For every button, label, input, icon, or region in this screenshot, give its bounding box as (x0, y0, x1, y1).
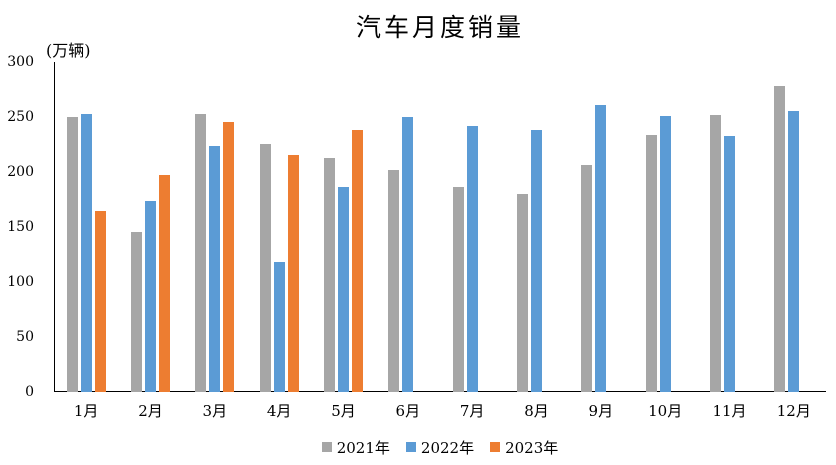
bar-2021年-11月 (709, 115, 721, 392)
bar-2021年-5月 (323, 158, 335, 392)
bar-2022年-9月 (595, 105, 607, 392)
x-axis-label-7月: 7月 (459, 402, 485, 420)
bar-2021年-6月 (388, 170, 400, 392)
x-axis-label-10月: 10月 (648, 402, 683, 420)
bar-2023年-1月 (94, 211, 106, 392)
y-tick-label-100: 100 (7, 274, 34, 290)
bar-2022年-10月 (659, 116, 671, 392)
bar-2021年-2月 (130, 232, 142, 392)
bar-2022年-4月 (273, 262, 285, 392)
x-axis-label-6月: 6月 (395, 402, 421, 420)
legend-label: 2021年 (336, 438, 390, 457)
bar-2022年-12月 (788, 111, 800, 392)
legend-item-2022年: 2022年 (405, 437, 475, 458)
bar-group-2月 (118, 62, 182, 392)
bar-group-9月 (569, 62, 633, 392)
plot-area (54, 62, 826, 392)
x-axis-label-2月: 2月 (138, 402, 163, 420)
bar-group-6月 (376, 62, 440, 392)
y-tick-label-250: 250 (7, 109, 34, 125)
bar-group-3月 (183, 62, 247, 392)
bar-2021年-8月 (516, 194, 528, 392)
legend-swatch-icon (321, 442, 332, 452)
bar-2021年-12月 (774, 86, 786, 392)
bar-2022年-8月 (530, 130, 542, 392)
legend-label: 2022年 (420, 438, 475, 457)
chart-title: 汽车月度销量 (355, 13, 524, 42)
legend-label: 2023年 (505, 438, 559, 457)
x-axis-label-1月: 1月 (73, 402, 99, 420)
legend-item-2021年: 2021年 (321, 437, 390, 458)
bar-2021年-3月 (195, 114, 207, 392)
bar-2022年-5月 (337, 187, 349, 392)
bar-2021年-10月 (645, 135, 657, 392)
x-axis-label-4月: 4月 (266, 402, 292, 420)
y-tick-label-0: 0 (25, 384, 34, 400)
bar-2022年-1月 (80, 114, 92, 392)
y-tick-label-150: 150 (7, 219, 34, 235)
y-axis-unit-label: (万辆) (46, 41, 91, 60)
bar-group-8月 (504, 62, 568, 392)
bar-group-10月 (633, 62, 697, 392)
bar-2023年-2月 (158, 175, 170, 392)
bar-2022年-6月 (402, 117, 414, 392)
x-axis-label-12月: 12月 (776, 402, 811, 420)
legend-swatch-icon (405, 442, 416, 452)
bar-2021年-4月 (259, 144, 271, 392)
x-axis-label-5月: 5月 (331, 402, 356, 420)
legend-swatch-icon (490, 442, 501, 452)
bar-group-11月 (697, 62, 761, 392)
y-tick-label-200: 200 (7, 164, 34, 180)
bar-2022年-7月 (466, 126, 478, 392)
x-axis-label-11月: 11月 (712, 402, 747, 420)
y-tick-label-300: 300 (7, 54, 34, 70)
bar-2023年-5月 (351, 130, 363, 392)
x-axis-label-3月: 3月 (202, 402, 228, 420)
bar-group-4月 (247, 62, 311, 392)
bar-2021年-9月 (581, 165, 593, 392)
bar-group-12月 (762, 62, 826, 392)
y-tick-label-50: 50 (16, 329, 34, 345)
bar-2023年-4月 (287, 155, 299, 392)
legend: 2021年 2022年 2023年 (54, 437, 826, 458)
bar-2022年-3月 (209, 146, 221, 392)
bar-group-7月 (440, 62, 504, 392)
x-axis-label-8月: 8月 (524, 402, 549, 420)
bar-group-5月 (311, 62, 375, 392)
bar-group-1月 (54, 62, 118, 392)
bar-2022年-2月 (144, 201, 156, 392)
bar-2022年-11月 (723, 136, 735, 392)
bar-2021年-7月 (452, 187, 464, 392)
x-axis-label-9月: 9月 (588, 402, 614, 420)
bar-2023年-3月 (223, 122, 235, 392)
legend-item-2023年: 2023年 (490, 437, 558, 458)
bar-2021年-1月 (66, 117, 78, 392)
